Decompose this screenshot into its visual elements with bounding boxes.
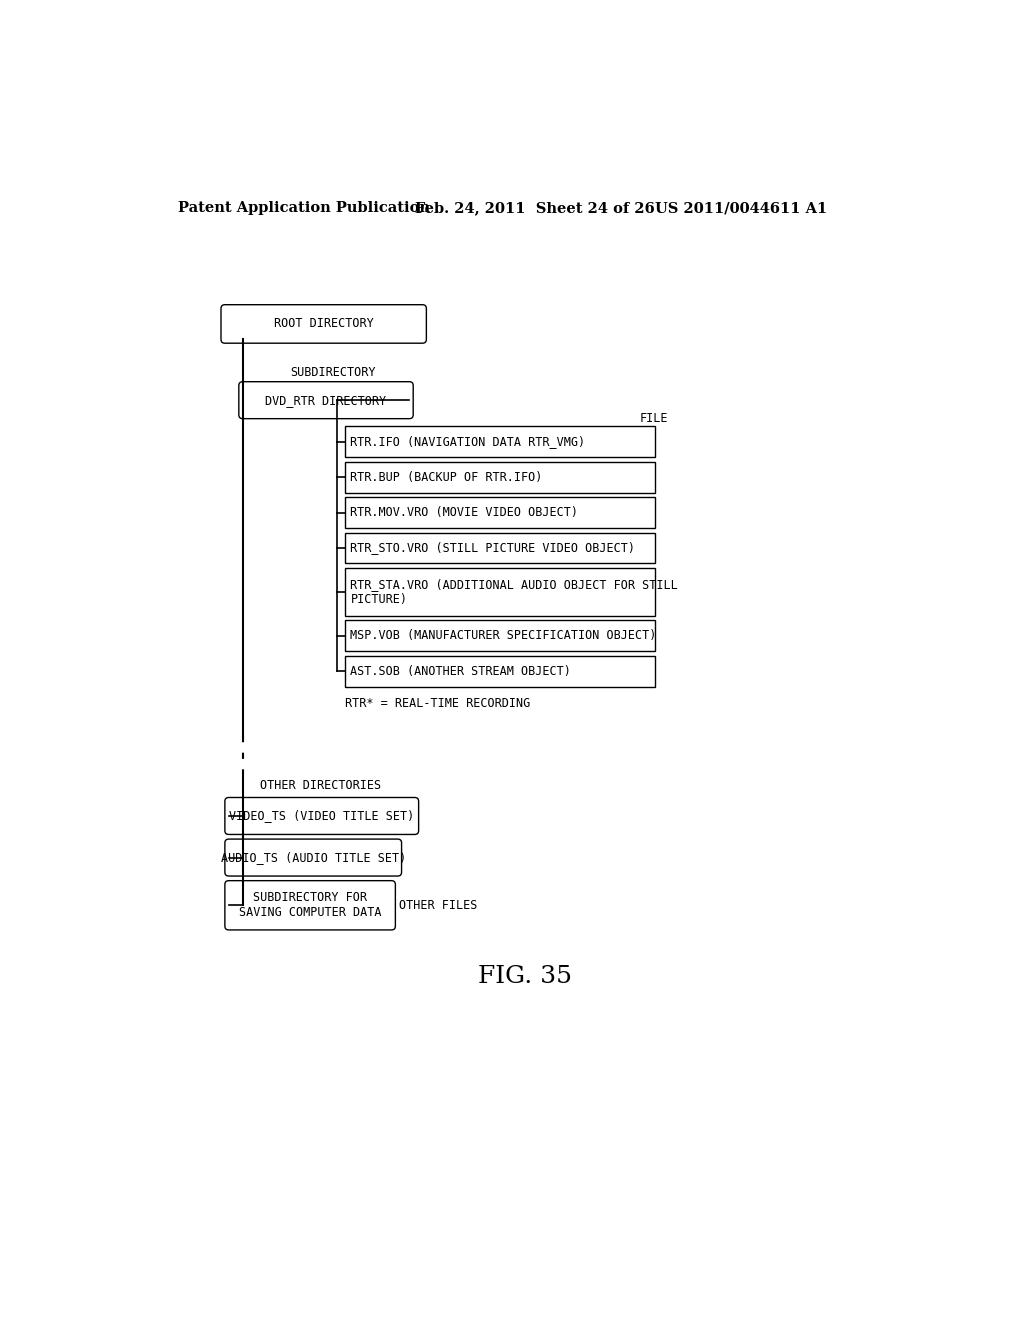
FancyBboxPatch shape <box>225 840 401 876</box>
Bar <box>345 498 655 528</box>
Text: RTR_STO.VRO (STILL PICTURE VIDEO OBJECT): RTR_STO.VRO (STILL PICTURE VIDEO OBJECT) <box>350 541 636 554</box>
FancyBboxPatch shape <box>225 880 395 929</box>
Text: VIDEO_TS (VIDEO TITLE SET): VIDEO_TS (VIDEO TITLE SET) <box>229 809 415 822</box>
Bar <box>345 656 655 686</box>
Bar <box>345 462 655 492</box>
Text: FIG. 35: FIG. 35 <box>478 965 571 987</box>
Text: AST.SOB (ANOTHER STREAM OBJECT): AST.SOB (ANOTHER STREAM OBJECT) <box>350 665 571 677</box>
Text: Feb. 24, 2011  Sheet 24 of 26: Feb. 24, 2011 Sheet 24 of 26 <box>415 202 654 215</box>
FancyBboxPatch shape <box>225 797 419 834</box>
Text: RTR_STA.VRO (ADDITIONAL AUDIO OBJECT FOR STILL
PICTURE): RTR_STA.VRO (ADDITIONAL AUDIO OBJECT FOR… <box>350 578 678 606</box>
Bar <box>345 426 655 457</box>
Text: OTHER FILES: OTHER FILES <box>399 899 477 912</box>
Text: RTR* = REAL-TIME RECORDING: RTR* = REAL-TIME RECORDING <box>345 697 530 710</box>
Text: Patent Application Publication: Patent Application Publication <box>178 202 430 215</box>
Text: RTR.IFO (NAVIGATION DATA RTR_VMG): RTR.IFO (NAVIGATION DATA RTR_VMG) <box>350 436 586 449</box>
Text: SUBDIRECTORY: SUBDIRECTORY <box>291 366 376 379</box>
Bar <box>345 568 655 615</box>
Text: FILE: FILE <box>640 412 668 425</box>
Text: DVD_RTR DIRECTORY: DVD_RTR DIRECTORY <box>265 393 387 407</box>
Text: AUDIO_TS (AUDIO TITLE SET): AUDIO_TS (AUDIO TITLE SET) <box>220 851 406 865</box>
FancyBboxPatch shape <box>239 381 414 418</box>
Text: US 2011/0044611 A1: US 2011/0044611 A1 <box>655 202 827 215</box>
Bar <box>345 533 655 564</box>
Text: ROOT DIRECTORY: ROOT DIRECTORY <box>273 317 374 330</box>
Text: SUBDIRECTORY FOR
SAVING COMPUTER DATA: SUBDIRECTORY FOR SAVING COMPUTER DATA <box>239 891 381 919</box>
FancyBboxPatch shape <box>221 305 426 343</box>
Text: RTR.MOV.VRO (MOVIE VIDEO OBJECT): RTR.MOV.VRO (MOVIE VIDEO OBJECT) <box>350 506 579 519</box>
Text: MSP.VOB (MANUFACTURER SPECIFICATION OBJECT): MSP.VOB (MANUFACTURER SPECIFICATION OBJE… <box>350 630 656 643</box>
Bar <box>345 620 655 651</box>
Text: RTR.BUP (BACKUP OF RTR.IFO): RTR.BUP (BACKUP OF RTR.IFO) <box>350 471 543 483</box>
Text: OTHER DIRECTORIES: OTHER DIRECTORIES <box>260 779 381 792</box>
